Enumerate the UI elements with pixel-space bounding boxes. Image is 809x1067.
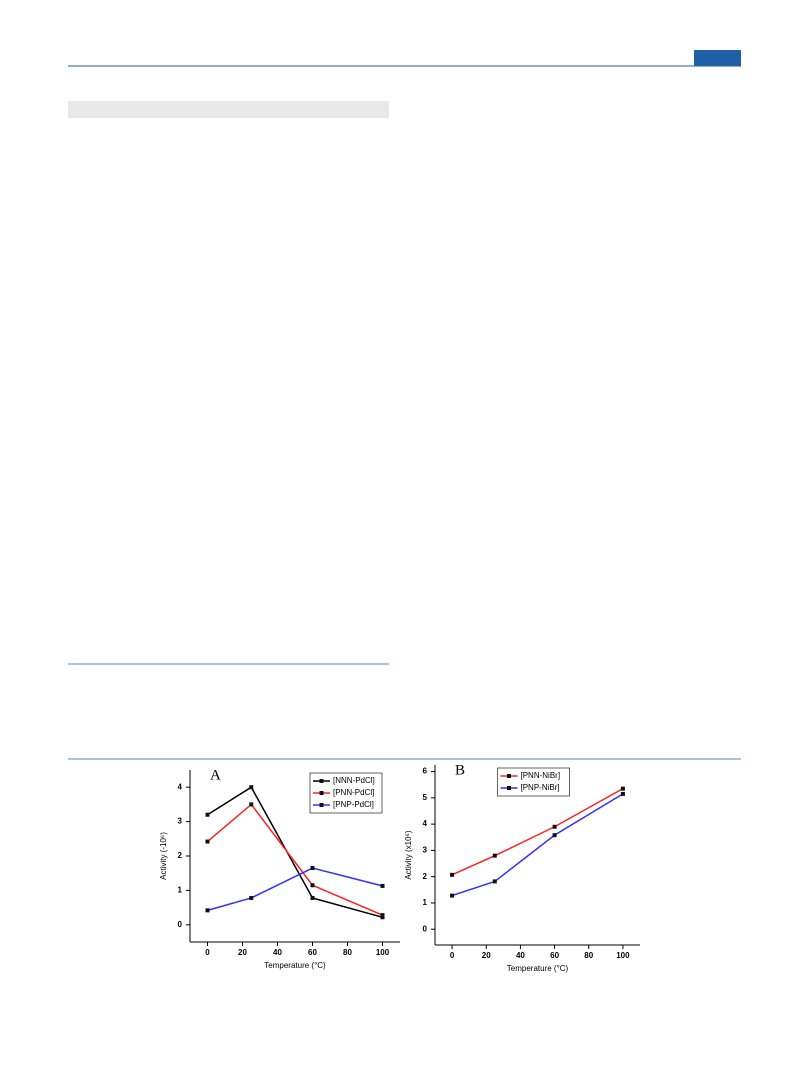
point xyxy=(552,824,557,829)
x-axis-label: Temperature (°C) xyxy=(264,961,326,970)
x-tick-label: 20 xyxy=(482,951,491,960)
point xyxy=(492,853,497,858)
y-tick-label: 1 xyxy=(178,886,183,895)
x-tick-label: 100 xyxy=(376,948,390,957)
point xyxy=(620,786,625,791)
legend-label: [PNN-PdCl] xyxy=(333,788,374,797)
series-line xyxy=(451,793,624,897)
point xyxy=(249,785,254,790)
y-tick-label: 2 xyxy=(178,851,183,860)
legend-marker xyxy=(319,779,324,783)
legend-label: [PNP-NiBr] xyxy=(521,783,560,792)
point xyxy=(310,866,315,871)
y-tick-label: 6 xyxy=(423,767,428,776)
y-tick-label: 5 xyxy=(423,793,428,802)
panel-label: B xyxy=(455,762,465,778)
point xyxy=(205,908,210,913)
x-tick-label: 0 xyxy=(450,951,455,960)
legend-box xyxy=(309,772,383,814)
legend-marker xyxy=(507,786,511,790)
x-tick-label: 80 xyxy=(584,951,593,960)
x-tick-label: 40 xyxy=(516,951,525,960)
y-tick-label: 4 xyxy=(423,819,428,828)
series-line xyxy=(207,803,383,916)
point xyxy=(552,833,557,838)
series-line xyxy=(451,787,624,876)
point xyxy=(310,895,315,900)
legend-marker xyxy=(319,791,324,795)
point xyxy=(205,839,210,844)
x-tick-label: 60 xyxy=(550,951,559,960)
series-line xyxy=(207,786,383,918)
point xyxy=(380,913,385,918)
panel-label: A xyxy=(210,767,221,783)
y-tick-label: 1 xyxy=(423,898,428,907)
point xyxy=(249,802,254,807)
legend-box xyxy=(497,767,570,797)
legend-marker xyxy=(507,774,511,778)
legend-marker xyxy=(319,803,324,807)
x-axis-label: Temperature (°C) xyxy=(507,964,569,973)
point xyxy=(450,893,455,898)
point xyxy=(620,791,625,796)
gray-bar xyxy=(68,101,389,118)
y-axis-label: Activity (-10⁶) xyxy=(159,832,168,880)
legend-label: [PNN-NiBr] xyxy=(521,771,561,780)
y-tick-label: 4 xyxy=(178,782,183,791)
point xyxy=(380,915,385,920)
legend-label: [PNP-PdCl] xyxy=(333,800,374,809)
point xyxy=(205,812,210,817)
y-tick-label: 3 xyxy=(423,846,428,855)
point xyxy=(249,895,254,900)
x-tick-label: 80 xyxy=(343,948,352,957)
header-tab xyxy=(694,50,741,66)
x-tick-label: 0 xyxy=(205,948,210,957)
y-tick-label: 3 xyxy=(178,817,183,826)
legend-label: [NNN-PdCl] xyxy=(333,776,375,785)
x-tick-label: 20 xyxy=(238,948,247,957)
point xyxy=(450,872,455,877)
y-tick-label: 0 xyxy=(178,920,183,929)
point xyxy=(492,879,497,884)
series-line xyxy=(207,867,383,912)
x-tick-label: 100 xyxy=(616,951,630,960)
y-tick-label: 2 xyxy=(423,872,428,881)
y-tick-label: 0 xyxy=(423,924,428,933)
point xyxy=(310,883,315,888)
x-tick-label: 40 xyxy=(273,948,282,957)
x-tick-label: 60 xyxy=(308,948,317,957)
y-axis-label: Activity (x10⁵) xyxy=(404,830,413,879)
point xyxy=(380,883,385,888)
